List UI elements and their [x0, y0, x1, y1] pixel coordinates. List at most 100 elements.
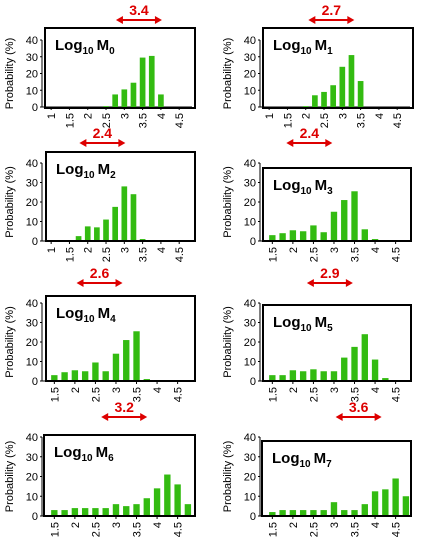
bar — [112, 504, 120, 516]
title-index: 7 — [326, 459, 332, 470]
y-tick-label: 30 — [244, 318, 256, 330]
annotation-arrow-right-head — [345, 279, 353, 287]
y-tick-label: 20 — [26, 337, 38, 349]
y-tick-label: 0 — [32, 511, 38, 523]
x-tick-label: 2 — [288, 387, 300, 393]
bar — [351, 346, 358, 381]
title-index: 5 — [327, 323, 333, 334]
y-axis-label: Probability (%) — [4, 441, 16, 513]
bar — [103, 106, 109, 107]
title-frame — [261, 440, 412, 517]
y-tick-label: 0 — [250, 511, 256, 523]
bar — [320, 371, 327, 381]
title-var: M — [98, 161, 111, 178]
title-log: Log — [273, 37, 301, 54]
y-tick-label: 30 — [26, 52, 38, 64]
x-tick-label: 4.5 — [391, 387, 403, 402]
bar — [75, 236, 82, 241]
y-tick-label: 40 — [244, 158, 256, 170]
annotation-label: 2.9 — [320, 265, 340, 281]
x-tick-label: 2 — [83, 247, 95, 253]
x-tick-label: 3.5 — [138, 113, 150, 128]
bar — [351, 191, 358, 241]
x-tick-label: 1 — [46, 247, 58, 253]
bar — [84, 226, 91, 241]
chart-title: Log10 M2 — [56, 161, 116, 181]
bar — [279, 510, 286, 516]
y-tick-label: 30 — [26, 452, 38, 464]
y-tick-label: 40 — [244, 35, 256, 47]
y-tick-label: 40 — [26, 158, 38, 170]
bar — [361, 334, 368, 381]
chart-panel-6: Probability (%) 0 10 20 30 40 1.5 2 2.5 3 3.5 4 4.5 L… — [4, 399, 196, 537]
x-tick-label: 2.5 — [308, 387, 320, 402]
bar — [61, 372, 68, 381]
bar — [164, 474, 171, 516]
bar — [139, 57, 146, 107]
y-tick-label: 10 — [26, 85, 38, 97]
x-tick-label: 4 — [152, 522, 164, 528]
x-tick-label: 1.5 — [49, 387, 61, 402]
bar — [310, 369, 317, 381]
x-tick-label: 3 — [119, 247, 131, 253]
title-var: M — [315, 314, 328, 331]
y-tick-label: 0 — [250, 236, 256, 248]
x-tick-label: 2.5 — [308, 522, 320, 537]
bar — [341, 510, 348, 516]
y-tick-label: 30 — [26, 178, 38, 190]
annotation-arrow-right-head — [154, 16, 162, 24]
x-tick-label: 3.5 — [138, 247, 150, 262]
y-tick-label: 0 — [32, 236, 38, 248]
y-tick-label: 20 — [244, 337, 256, 349]
bar — [299, 371, 307, 381]
title-var: M — [97, 37, 110, 54]
x-tick-label: 2.5 — [101, 113, 113, 128]
title-log: Log — [56, 305, 84, 322]
bar — [279, 375, 286, 381]
bar — [130, 82, 137, 107]
x-tick-label: 1.5 — [64, 247, 76, 262]
annotation-arrow-right-head — [325, 139, 333, 147]
x-tick-label: 1.5 — [267, 247, 279, 262]
bar — [51, 375, 58, 381]
bar — [143, 498, 150, 516]
bar — [184, 504, 192, 516]
y-tick-label: 20 — [26, 472, 38, 484]
y-tick-label: 30 — [26, 318, 38, 330]
annotation-label: 2.4 — [93, 125, 113, 141]
bar — [371, 359, 379, 381]
y-tick-label: 10 — [244, 217, 256, 229]
x-tick-label: 2 — [288, 247, 300, 253]
y-tick-label: 40 — [26, 35, 38, 47]
x-tick-label: 3.5 — [350, 247, 362, 262]
x-tick-label: 2.5 — [90, 387, 102, 402]
chart-title: Log10 M4 — [56, 305, 116, 325]
y-axis-label: Probability (%) — [4, 38, 16, 110]
annotation-label: 3.6 — [349, 399, 369, 415]
y-axis-label: Probability (%) — [222, 306, 234, 378]
x-tick-label: 3 — [329, 522, 341, 528]
title-index: 3 — [327, 186, 333, 197]
title-log: Log — [55, 37, 83, 54]
bar — [121, 89, 128, 107]
y-tick-label: 10 — [244, 85, 256, 97]
bar — [320, 510, 327, 516]
bar — [371, 491, 379, 516]
annotation-arrow-left-head — [286, 139, 294, 147]
chart-panel-4: Probability (%) 0 10 20 30 40 1.5 2 2.5 3 3.5 4 4.5 L… — [4, 265, 196, 402]
x-tick-label: 3.5 — [132, 522, 144, 537]
y-axis-label: Probability (%) — [4, 166, 16, 238]
x-tick-label: 3.5 — [350, 387, 362, 402]
title-frame — [43, 434, 196, 517]
chart-title: Log10 M0 — [55, 37, 115, 57]
y-tick-label: 40 — [244, 298, 256, 310]
y-tick-label: 40 — [26, 298, 38, 310]
bar — [299, 231, 307, 241]
x-tick-label: 2 — [70, 522, 82, 528]
x-tick-label: 4 — [156, 113, 168, 119]
x-tick-label: 3.5 — [356, 113, 368, 128]
bar — [133, 504, 140, 516]
x-tick-label: 4.5 — [173, 522, 185, 537]
bar — [279, 233, 286, 241]
